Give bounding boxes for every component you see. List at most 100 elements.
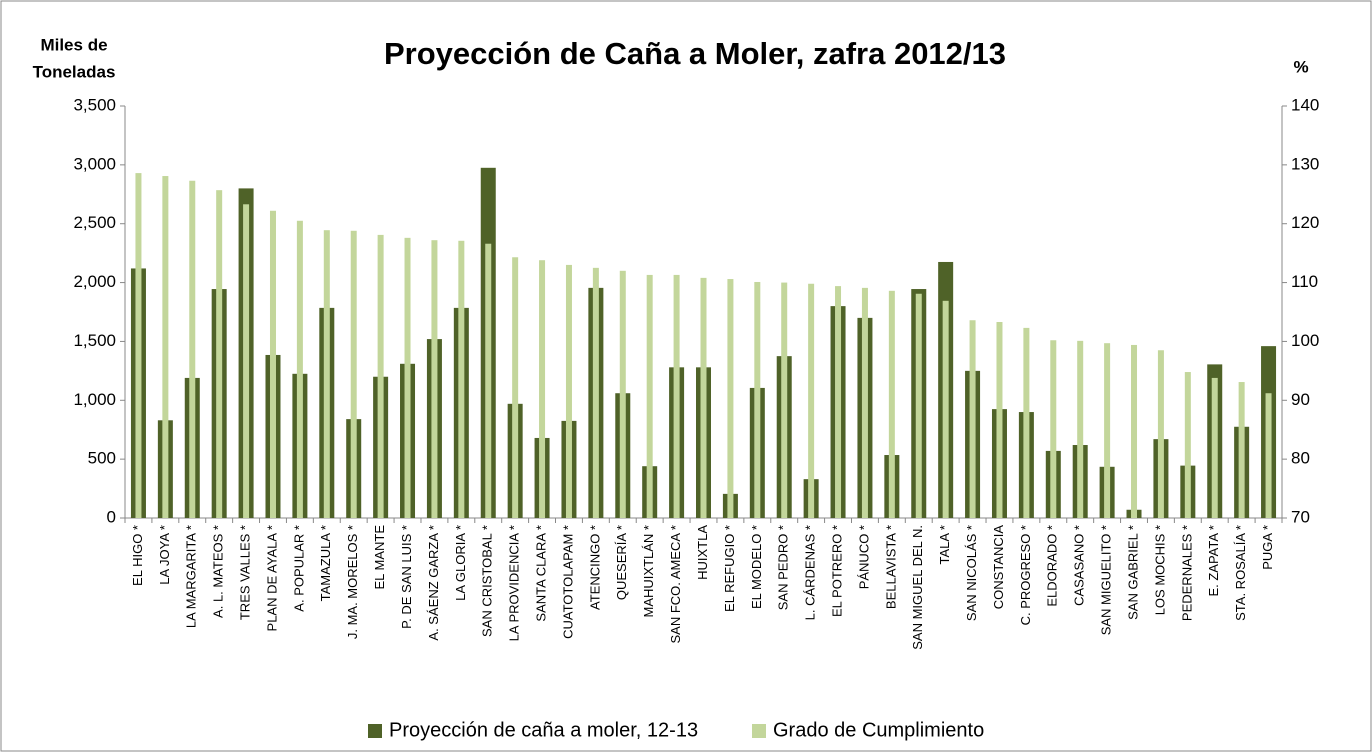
legend-swatch	[752, 724, 766, 738]
x-tick-label: EL REFUGIO *	[722, 525, 737, 612]
y-tick-label: 1,500	[73, 331, 116, 350]
x-tick-label: PÁNUCO *	[856, 525, 871, 589]
bar	[646, 274, 653, 518]
bar	[808, 283, 815, 518]
y2-tick-label: 70	[1291, 507, 1310, 526]
bar	[861, 287, 868, 518]
bar	[243, 204, 250, 518]
x-tick-label: SAN CRISTOBAL *	[480, 525, 495, 637]
bar	[458, 240, 465, 519]
legend-swatch	[368, 724, 382, 738]
bar	[700, 277, 707, 518]
x-tick-label: PEDERNALES *	[1179, 525, 1194, 621]
bar	[377, 234, 384, 518]
bar	[915, 293, 922, 518]
legend-label: Grado de Cumplimiento	[773, 719, 984, 741]
bar	[431, 240, 438, 519]
bar	[1104, 343, 1111, 518]
bar	[592, 267, 599, 518]
x-tick-label: LA MARGARITA *	[184, 525, 199, 628]
y2-tick-label: 80	[1291, 449, 1310, 468]
bar	[942, 300, 949, 518]
x-tick-label: P. DE SAN LUIS *	[399, 525, 414, 629]
bar	[1023, 327, 1030, 518]
bar	[888, 290, 895, 518]
x-tick-label: TAMAZULA *	[318, 525, 333, 601]
x-tick-label: TALA *	[937, 525, 952, 565]
bar	[323, 230, 330, 518]
bar	[754, 281, 761, 518]
y-tick-label: 3,000	[73, 154, 116, 173]
bar	[296, 220, 303, 518]
y2-tick-label: 130	[1291, 154, 1319, 173]
bar	[1077, 340, 1084, 518]
x-tick-label: ATENCINGO *	[587, 525, 602, 610]
bar	[539, 260, 546, 518]
bar	[565, 264, 572, 518]
y-tick-label: 1,000	[73, 390, 116, 409]
bar	[1157, 350, 1164, 518]
bar	[135, 173, 142, 518]
x-tick-label: SAN FCO. AMECA *	[668, 525, 683, 643]
x-tick-label: LA JOYA *	[157, 525, 172, 585]
y-axis-label: Toneladas	[33, 62, 116, 81]
y-tick-label: 3,500	[73, 95, 116, 114]
y2-tick-label: 90	[1291, 390, 1310, 409]
bar	[835, 286, 842, 518]
x-tick-label: MAHUIXTLÁN *	[641, 525, 656, 617]
bar	[673, 274, 680, 518]
x-tick-label: TRES VALLES *	[238, 525, 253, 620]
bar	[350, 230, 357, 518]
x-tick-label: BELLAVISTA *	[883, 525, 898, 609]
x-tick-label: ELDORADO *	[1045, 525, 1060, 607]
x-tick-label: J. MA. MORELOS *	[345, 525, 360, 639]
x-tick-label: EL HIGO *	[130, 525, 145, 586]
x-tick-label: E. ZAPATA *	[1206, 525, 1221, 597]
legend-label: Proyección de caña a moler, 12-13	[389, 719, 698, 741]
x-tick-label: STA. ROSALÍA *	[1233, 525, 1248, 621]
x-tick-label: CUATOTOLAPAM *	[560, 525, 575, 639]
bar	[1265, 393, 1272, 518]
x-tick-label: EL MANTE	[372, 525, 387, 590]
x-tick-label: QUESERÍA *	[614, 525, 629, 600]
x-tick-label: EL POTRERO *	[829, 525, 844, 617]
y-tick-label: 500	[88, 449, 116, 468]
bar	[1238, 382, 1245, 518]
y-tick-label: 0	[107, 507, 116, 526]
x-tick-label: C. PROGRESO *	[1018, 525, 1033, 625]
y2-tick-label: 140	[1291, 95, 1319, 114]
bar	[996, 322, 1003, 518]
y-tick-label: 2,500	[73, 213, 116, 232]
x-tick-label: SAN NICOLÁS *	[964, 525, 979, 621]
bar	[619, 270, 626, 518]
x-tick-label: LA GLORIA *	[453, 525, 468, 601]
x-tick-label: L. CÁRDENAS *	[803, 525, 818, 620]
bar	[1184, 372, 1191, 518]
x-tick-label: SAN PEDRO *	[776, 525, 791, 610]
y2-axis-label: %	[1293, 57, 1308, 76]
x-tick-label: A. POPULAR *	[291, 525, 306, 612]
chart-title: Proyección de Caña a Moler, zafra 2012/1…	[384, 36, 1006, 71]
bar	[162, 176, 169, 519]
bar	[969, 320, 976, 518]
bar	[512, 257, 519, 518]
bar	[1050, 340, 1057, 518]
bar	[404, 237, 411, 518]
y2-tick-label: 120	[1291, 213, 1319, 232]
x-tick-label: A. SÁENZ GARZA *	[426, 525, 441, 641]
x-tick-label: PLAN DE AYALA *	[264, 525, 279, 631]
y2-tick-label: 110	[1291, 272, 1318, 291]
x-tick-label: CONSTANCIA	[991, 525, 1006, 610]
x-tick-label: CASASANO *	[1072, 525, 1087, 606]
x-tick-label: LA PROVIDENCIA *	[507, 525, 522, 641]
x-tick-label: SAN MIGUELITO *	[1099, 525, 1114, 635]
bar	[1211, 377, 1218, 518]
x-tick-label: EL MODELO *	[749, 525, 764, 609]
bar	[216, 190, 223, 518]
bar	[485, 243, 492, 518]
x-tick-label: PUGA *	[1260, 525, 1275, 570]
y-tick-label: 2,000	[73, 272, 116, 291]
x-tick-label: SAN MIGUEL DEL N.	[910, 525, 925, 650]
